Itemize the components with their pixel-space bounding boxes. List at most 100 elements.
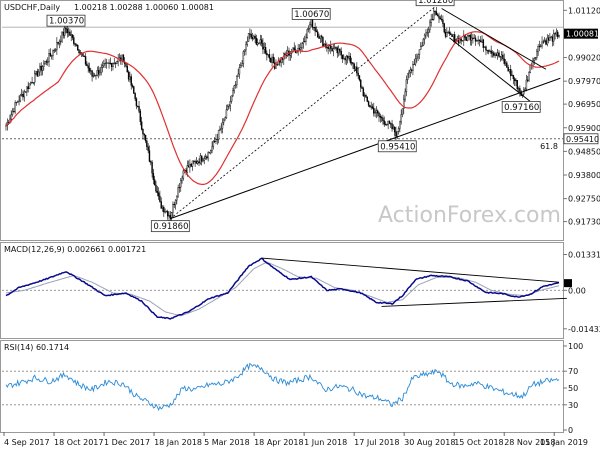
candle-body: [546, 37, 548, 45]
candle-body: [403, 98, 405, 109]
candle-body: [54, 49, 57, 51]
candle-body: [545, 40, 547, 45]
candle-body: [77, 44, 79, 51]
candle-body: [370, 106, 372, 108]
candle-body: [353, 63, 355, 70]
candle-body: [140, 121, 143, 130]
candle-body: [388, 120, 391, 124]
candle-body: [500, 54, 503, 58]
candle-body: [397, 128, 400, 132]
candle-body: [533, 58, 535, 61]
x-tick-label: 30 Aug 2018: [404, 438, 455, 447]
candle-body: [416, 56, 418, 59]
candle-body: [62, 31, 65, 36]
price-plot: 1.01120 0.99020 0.97970 0.96950 0.95900 0.948…: [2, 0, 600, 232]
candle-body: [113, 62, 115, 65]
candle-body: [148, 150, 151, 162]
candle-body: [224, 117, 226, 121]
candle-body: [237, 73, 239, 77]
candle-body: [67, 31, 70, 34]
candle-body: [390, 123, 392, 125]
candle-body: [56, 42, 58, 50]
candle-body: [421, 45, 423, 47]
candle-body: [457, 37, 460, 44]
candle-body: [31, 82, 33, 84]
price-y-tick-label: 1.01120: [568, 6, 600, 15]
candle-body: [19, 94, 22, 102]
price-y-tick-label: 0.95900: [568, 124, 600, 133]
x-tick-label: 17 Jul 2018: [354, 438, 399, 447]
candle-body: [35, 71, 37, 74]
price-annotation-text: 0.95410: [380, 142, 415, 152]
price-y-tick-label: 0.91730: [568, 218, 600, 227]
x-tick-label: 1 Jun 2018: [304, 438, 347, 447]
candle-body: [305, 37, 307, 42]
candle-body: [238, 67, 241, 75]
candle-body: [75, 44, 78, 46]
candle-body: [264, 46, 267, 54]
candle-body: [418, 49, 421, 55]
price-header-symbol: USDCHF,Daily: [4, 3, 60, 12]
price-annotation-box: [377, 140, 417, 153]
candle-body: [176, 196, 178, 201]
candle-body: [275, 64, 277, 69]
candle-body: [498, 52, 500, 57]
candle-body: [195, 161, 198, 164]
candle-body: [318, 36, 320, 39]
candle-body: [143, 133, 145, 136]
candle-body: [447, 31, 449, 34]
candle-body: [163, 206, 165, 213]
candle-body: [524, 88, 526, 91]
candle-body: [392, 126, 395, 130]
x-tick-label: 5 Mar 2018: [204, 438, 250, 447]
current-price-tag-text: 1.00081: [566, 30, 599, 39]
candle-body: [249, 33, 251, 35]
candle-body: [333, 47, 336, 49]
candle-body: [271, 56, 273, 63]
candle-body: [63, 27, 66, 36]
candle-body: [230, 95, 233, 102]
candle-body: [345, 56, 348, 61]
candle-body: [65, 27, 67, 30]
candle-body: [207, 152, 209, 159]
price-annotation: 1.00670: [291, 8, 331, 20]
candle-body: [380, 117, 383, 119]
candle-body: [24, 91, 27, 93]
candle-body: [234, 84, 237, 86]
candle-body: [32, 82, 35, 84]
candle-body: [103, 63, 105, 66]
candle-body: [460, 38, 462, 41]
candle-body: [482, 39, 485, 48]
candle-body: [508, 69, 511, 72]
candle-body: [340, 50, 342, 56]
price-trend-line: [441, 8, 547, 70]
candle-body: [11, 111, 14, 115]
candle-body: [227, 106, 229, 110]
candle-body: [413, 63, 415, 65]
fib-value-tag-box: [563, 133, 599, 145]
candle-body: [138, 106, 140, 112]
candle-body: [461, 40, 464, 42]
candle-body: [167, 211, 169, 217]
candle-body: [378, 112, 380, 117]
candle-body: [395, 131, 397, 137]
price-annotation-text: 1.01280: [418, 0, 453, 6]
candle-body: [180, 180, 182, 188]
macd-current-tag: [564, 279, 572, 288]
candle-body: [481, 39, 483, 43]
candle-body: [206, 156, 208, 159]
candle-body: [480, 40, 482, 43]
candle-body: [349, 55, 352, 63]
candle-body: [507, 67, 509, 72]
candle-body: [43, 63, 45, 67]
rsi-y-tick-label: 70: [568, 367, 578, 376]
candle-body: [549, 37, 551, 41]
price-annotation-box: [291, 8, 331, 20]
price-y-tick-label: 0.94850: [568, 147, 600, 156]
candle-body: [319, 35, 322, 39]
macd-plot: 0.013319 0.00 -0.014323: [2, 250, 600, 334]
candle-body: [194, 161, 196, 163]
candle-body: [541, 41, 543, 47]
candle-body: [133, 86, 135, 94]
